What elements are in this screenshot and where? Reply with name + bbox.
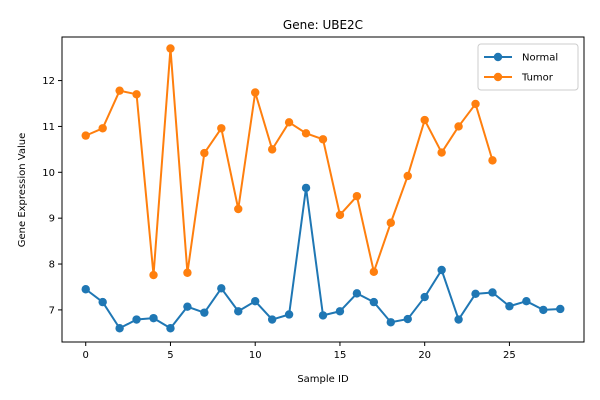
- data-point-tumor: [471, 99, 480, 109]
- legend: Normal Tumor: [477, 43, 579, 91]
- y-axis-title: Gene Expression Value: [17, 133, 28, 248]
- data-point-tumor: [352, 191, 362, 201]
- data-point-normal: [132, 315, 141, 324]
- x-tick-label: 15: [334, 350, 347, 361]
- x-tick-label: 10: [249, 350, 262, 361]
- data-point-tumor: [318, 135, 328, 144]
- data-point-normal: [81, 285, 90, 294]
- data-point-normal: [437, 265, 446, 275]
- data-point-tumor: [183, 268, 192, 277]
- x-tick-label: 0: [83, 350, 89, 361]
- data-point-tumor: [115, 86, 124, 95]
- data-point-normal: [352, 289, 362, 298]
- data-point-normal: [234, 307, 243, 316]
- data-point-tumor: [369, 267, 379, 277]
- legend-marker-normal: [493, 52, 503, 62]
- y-tick-label: 12: [42, 76, 55, 87]
- axes-frame: [61, 36, 585, 343]
- data-point-tumor: [335, 210, 345, 220]
- data-point-normal: [369, 297, 379, 307]
- data-point-normal: [217, 284, 226, 293]
- y-tick-label: 11: [42, 122, 55, 133]
- data-point-tumor: [149, 270, 158, 280]
- data-point-normal: [556, 304, 565, 314]
- data-point-normal: [335, 307, 345, 316]
- y-tick-label: 7: [49, 305, 55, 316]
- data-point-tumor: [166, 44, 175, 53]
- data-point-normal: [251, 296, 260, 306]
- data-point-tumor: [81, 131, 90, 140]
- y-tick-label: 10: [42, 168, 55, 179]
- data-point-normal: [471, 289, 480, 299]
- data-point-normal: [488, 288, 497, 297]
- data-point-normal: [301, 183, 311, 193]
- data-point-normal: [284, 310, 294, 319]
- x-tick-label: 20: [418, 350, 431, 361]
- data-point-tumor: [284, 118, 294, 127]
- x-tick-label: 25: [503, 350, 516, 361]
- chart-title: Gene: UBE2C: [283, 18, 363, 32]
- data-point-normal: [454, 315, 463, 324]
- data-point-tumor: [217, 124, 226, 133]
- x-axis-title: Sample ID: [297, 374, 349, 385]
- y-tick-label: 8: [49, 260, 55, 271]
- data-point-normal: [420, 292, 429, 302]
- data-point-tumor: [403, 171, 412, 181]
- data-point-tumor: [267, 145, 277, 154]
- plot-area: 0 5 10 15 20 25 7 8 9 10 11 12: [42, 36, 585, 361]
- data-point-tumor: [454, 122, 463, 131]
- x-tick-label: 5: [167, 350, 173, 361]
- data-point-normal: [149, 313, 158, 323]
- data-point-normal: [200, 308, 209, 317]
- data-point-normal: [403, 314, 412, 324]
- data-point-normal: [115, 324, 124, 333]
- data-point-normal: [183, 302, 192, 311]
- data-point-normal: [166, 324, 175, 333]
- data-point-tumor: [251, 88, 260, 97]
- data-point-normal: [267, 315, 277, 324]
- data-point-tumor: [301, 129, 311, 138]
- data-point-tumor: [98, 124, 107, 133]
- y-tick-label: 9: [49, 214, 55, 225]
- legend-label-normal: Normal: [522, 53, 558, 64]
- data-point-normal: [318, 311, 328, 320]
- data-point-normal: [522, 296, 531, 306]
- data-point-tumor: [200, 148, 209, 158]
- data-point-normal: [505, 302, 514, 311]
- legend-box: [477, 43, 579, 91]
- legend-label-tumor: Tumor: [521, 73, 554, 84]
- data-point-tumor: [132, 90, 141, 99]
- data-point-tumor: [234, 204, 243, 214]
- data-point-tumor: [420, 115, 429, 125]
- data-point-normal: [386, 318, 395, 327]
- legend-marker-tumor: [493, 72, 503, 82]
- data-point-tumor: [386, 218, 395, 227]
- data-point-normal: [539, 305, 548, 315]
- data-point-tumor: [437, 148, 446, 157]
- data-point-normal: [98, 297, 107, 307]
- data-point-tumor: [488, 156, 497, 165]
